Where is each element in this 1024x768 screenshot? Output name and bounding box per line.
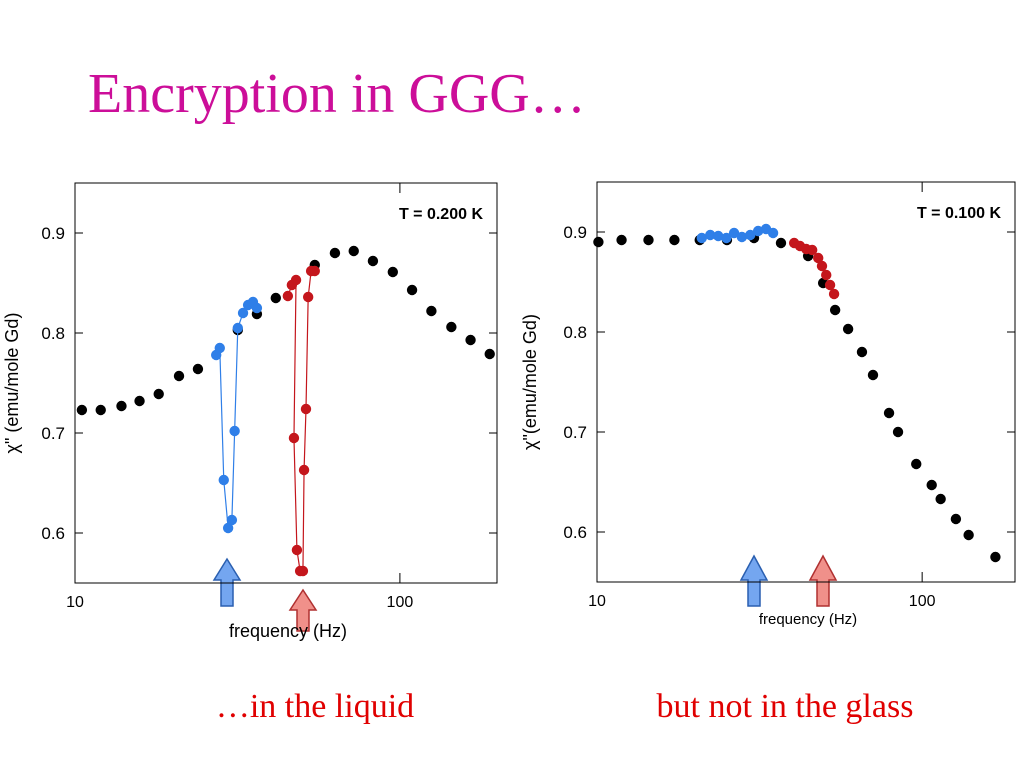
data-point (813, 252, 824, 264)
y-tick-label: 0.7 (563, 423, 587, 442)
caption: …in the liquid (216, 688, 414, 725)
data-point (926, 479, 937, 491)
data-point (426, 305, 437, 317)
data-point (745, 229, 756, 241)
data-point (134, 395, 145, 407)
data-point (705, 229, 716, 241)
data-point (153, 388, 164, 400)
data-point (251, 302, 263, 314)
data-point (950, 513, 962, 525)
data-point (713, 230, 724, 242)
data-point (288, 432, 300, 444)
data-point (752, 225, 764, 237)
data-point (291, 544, 303, 556)
data-point (229, 425, 240, 437)
y-tick-label: 0.9 (563, 223, 587, 242)
data-point (721, 232, 732, 244)
arrow-blue (739, 554, 769, 607)
data-point (270, 292, 282, 304)
data-point (806, 244, 818, 256)
y-axis-label: χ" (emu/mole Gd) (2, 313, 22, 454)
data-point (76, 404, 88, 416)
data-point (226, 514, 238, 526)
data-point (300, 403, 312, 415)
data-point (446, 321, 457, 333)
data-point (95, 404, 106, 416)
data-point (842, 323, 854, 335)
annotation: T = 0.200 K (399, 206, 483, 223)
data-point (298, 464, 310, 476)
data-point (387, 266, 399, 278)
y-tick-label: 0.9 (41, 224, 65, 243)
data-point (963, 529, 974, 541)
data-point (593, 236, 604, 248)
y-axis-label: χ"(emu/mole Gd) (520, 314, 540, 450)
arrow-red (808, 554, 838, 607)
data-point (222, 522, 234, 534)
data-point (829, 304, 841, 316)
x-tick-label: 10 (588, 593, 606, 610)
data-point (990, 551, 1001, 563)
data-point (669, 234, 680, 246)
data-point (856, 346, 868, 358)
y-tick-label: 0.7 (41, 424, 65, 443)
x-tick-label: 10 (66, 594, 84, 611)
data-point (728, 227, 740, 239)
y-tick-label: 0.6 (41, 524, 65, 543)
data-point (192, 363, 204, 375)
plot-frame (74, 182, 498, 584)
y-tick-label: 0.8 (41, 324, 65, 343)
data-point (218, 474, 229, 486)
data-point (406, 284, 418, 296)
data-point (237, 307, 249, 319)
data-point (767, 227, 779, 239)
x-axis-label: frequency (Hz) (229, 621, 347, 641)
data-point (736, 231, 748, 243)
y-tick-label: 0.6 (563, 523, 587, 542)
arrow-red (288, 588, 318, 632)
data-point (821, 269, 832, 281)
annotation: T = 0.100 K (917, 205, 1001, 222)
data-point (290, 274, 302, 286)
data-point (282, 290, 294, 302)
y-tick-label: 0.8 (563, 323, 587, 342)
data-point (643, 234, 654, 246)
x-tick-label: 100 (909, 593, 936, 610)
data-point (173, 370, 185, 382)
data-point (348, 245, 359, 257)
data-point (824, 279, 836, 291)
data-point (867, 369, 879, 381)
data-point (465, 334, 476, 346)
caption: but not in the glass (657, 688, 914, 725)
data-point (232, 322, 243, 334)
data-point (696, 232, 707, 244)
data-point (911, 458, 922, 470)
data-point (828, 288, 840, 300)
slide-title: Encryption in GGG… (88, 63, 586, 125)
data-point (816, 260, 828, 272)
data-point (116, 400, 127, 412)
data-point (309, 265, 320, 277)
data-point (484, 348, 495, 360)
x-axis-label: frequency (Hz) (759, 611, 857, 628)
data-point (297, 565, 309, 577)
data-point (367, 255, 379, 267)
data-point (892, 426, 904, 438)
data-point (329, 247, 341, 259)
data-point (883, 407, 895, 419)
data-point (935, 493, 946, 505)
data-point (775, 237, 787, 249)
data-point (302, 291, 314, 303)
data-point (616, 234, 627, 246)
x-tick-label: 100 (387, 594, 414, 611)
data-point (214, 342, 225, 354)
plot-frame (596, 181, 1016, 583)
